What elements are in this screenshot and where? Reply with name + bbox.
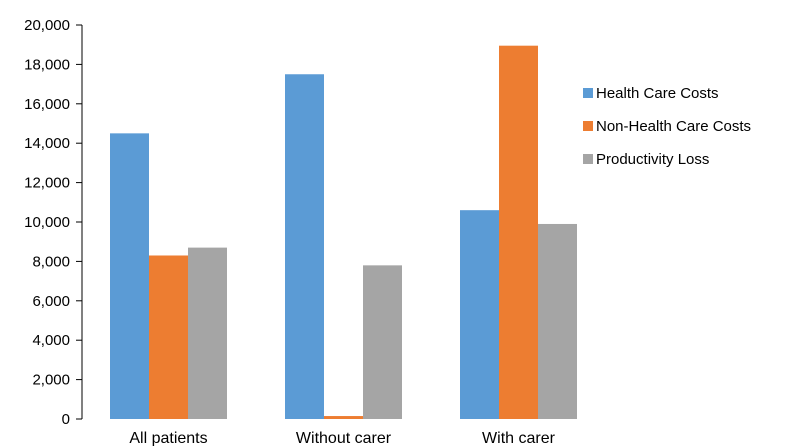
y-tick-label: 12,000: [24, 175, 70, 192]
legend-swatch: [583, 121, 593, 131]
bar-non-health-care-costs-0: [149, 255, 188, 419]
y-tick-label: 14,000: [24, 135, 70, 152]
y-tick-label: 6,000: [32, 293, 70, 310]
category-label: With carer: [482, 430, 556, 446]
legend-swatch: [583, 88, 593, 98]
bar-health-care-costs-2: [460, 210, 499, 419]
legend: Health Care Costs Non-Health Care Costs Pr…: [583, 85, 751, 168]
y-tick-label: 10,000: [24, 214, 70, 231]
y-tick-label: 4,000: [32, 332, 70, 349]
category-label: Without carer: [296, 430, 392, 446]
y-axis-ticks: 0 2,000 4,000 6,000 8,000 10,000 12,000 14,000 1…: [24, 17, 82, 428]
y-tick-label: 0: [62, 411, 70, 428]
bar-non-health-care-costs-1: [324, 416, 363, 419]
legend-label: Productivity Loss: [596, 151, 709, 168]
bar-health-care-costs-1: [285, 74, 324, 419]
y-tick-label: 2,000: [32, 372, 70, 389]
category-label: All patients: [129, 430, 207, 446]
bar-productivity-loss-2: [538, 223, 577, 419]
y-tick-label: 20,000: [24, 17, 70, 34]
y-tick-label: 16,000: [24, 96, 70, 113]
legend-swatch: [583, 154, 593, 164]
y-tick-label: 18,000: [24, 56, 70, 73]
bar-non-health-care-costs-2: [499, 45, 538, 420]
bar-productivity-loss-0: [188, 247, 227, 419]
y-tick-label: 8,000: [32, 253, 70, 270]
legend-label: Non-Health Care Costs: [596, 118, 751, 135]
bar-health-care-costs-0: [110, 133, 149, 419]
legend-label: Health Care Costs: [596, 85, 719, 102]
category-labels: All patients Without carer With carer: [129, 430, 555, 446]
bar-productivity-loss-1: [363, 265, 402, 419]
bars: [110, 45, 577, 420]
